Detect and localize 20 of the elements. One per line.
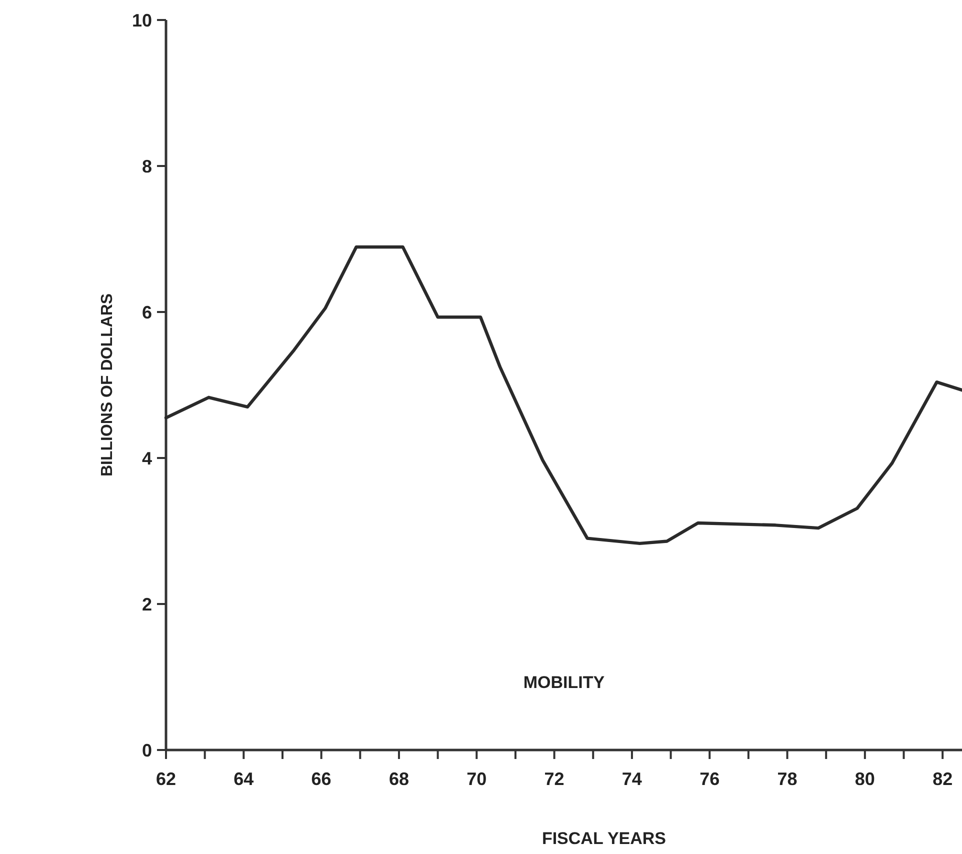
- x-tick-label: 64: [234, 769, 254, 789]
- x-tick-label: 66: [311, 769, 332, 789]
- x-tick-label: 76: [700, 769, 720, 789]
- y-tick-label: 6: [142, 302, 152, 322]
- x-tick-label: 82: [932, 769, 953, 789]
- y-tick-label: 2: [142, 594, 152, 614]
- x-tick-label: 78: [777, 769, 798, 789]
- x-axis-title: FISCAL YEARS: [542, 829, 666, 848]
- text: MOBILITY: [523, 672, 606, 692]
- x-tick-label: 74: [622, 769, 642, 789]
- x-tick-label: 62: [156, 769, 176, 789]
- y-tick-label: 0: [142, 740, 152, 760]
- y-tick-label: 10: [132, 10, 152, 30]
- y-tick-label: 8: [142, 156, 152, 176]
- x-tick-label: 68: [388, 769, 409, 789]
- x-tick-label: 72: [544, 769, 564, 789]
- x-tick-label: 80: [854, 769, 875, 789]
- x-tick-label: 70: [466, 769, 487, 789]
- y-axis-title: BILLIONS OF DOLLARS: [99, 293, 116, 477]
- y-tick-label: 4: [142, 448, 152, 468]
